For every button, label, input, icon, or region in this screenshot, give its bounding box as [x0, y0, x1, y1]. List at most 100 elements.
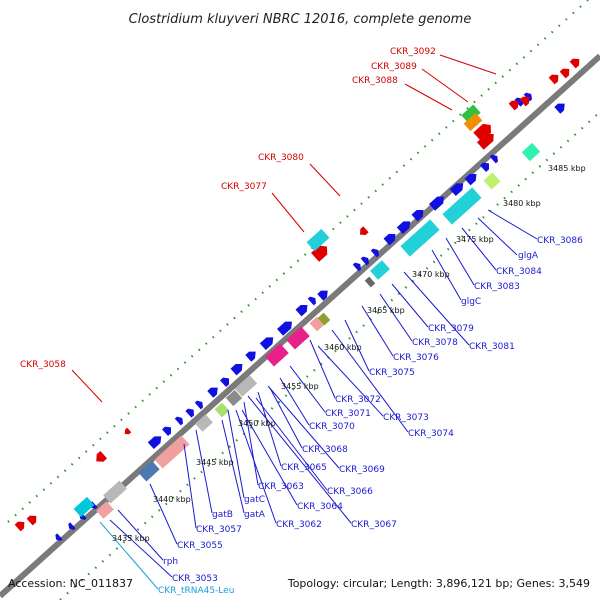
cds-forward[interactable] — [317, 287, 330, 301]
gene-label-ckr-3086[interactable]: CKR_3086 — [537, 236, 583, 246]
cds-forward[interactable] — [383, 231, 399, 246]
cds-forward[interactable] — [295, 302, 311, 317]
gene-label-ckr-3079[interactable]: CKR_3079 — [428, 324, 474, 334]
gene-label-ckr-3055[interactable]: CKR_3055 — [177, 541, 223, 551]
feature-block[interactable] — [234, 375, 258, 397]
gene-label-ckr-3075[interactable]: CKR_3075 — [369, 368, 415, 378]
gene-label-ckr-3070[interactable]: CKR_3070 — [309, 422, 355, 432]
cds-forward[interactable] — [429, 193, 447, 211]
feature-block[interactable] — [103, 480, 127, 504]
rrna-feature[interactable] — [569, 56, 583, 69]
rrna-feature[interactable] — [123, 427, 132, 436]
cds-reverse[interactable] — [53, 533, 63, 542]
feature-block[interactable] — [364, 276, 376, 288]
rrna-feature[interactable] — [14, 519, 28, 532]
gene-label-glgc[interactable]: glgC — [461, 297, 481, 307]
rrna-feature[interactable] — [93, 450, 108, 465]
rrna-feature[interactable] — [548, 72, 562, 85]
cds-forward[interactable] — [230, 361, 246, 376]
cds-forward[interactable] — [360, 255, 371, 266]
cds-forward[interactable] — [207, 384, 220, 398]
cds-forward[interactable] — [411, 207, 427, 222]
cds-forward[interactable] — [480, 160, 492, 173]
cds-reverse[interactable] — [66, 522, 76, 531]
feature-block[interactable] — [461, 104, 481, 124]
gene-label-ckr-3074[interactable]: CKR_3074 — [408, 429, 454, 439]
gene-label-ckr-3078[interactable]: CKR_3078 — [412, 338, 458, 348]
gene-label-ckr-3089[interactable]: CKR_3089 — [371, 62, 417, 72]
gene-label-ckr-3069[interactable]: CKR_3069 — [339, 465, 385, 475]
feature-block[interactable] — [286, 326, 310, 350]
rrna-feature[interactable] — [519, 94, 533, 107]
feature-block[interactable] — [400, 219, 440, 257]
gene-label-ckr-3063[interactable]: CKR_3063 — [258, 482, 304, 492]
rrna-feature[interactable] — [357, 226, 369, 237]
cds-forward[interactable] — [554, 100, 567, 114]
gene-label-gatc[interactable]: gatC — [244, 495, 265, 505]
gene-label-ckr-3092[interactable]: CKR_3092 — [390, 47, 436, 57]
cds-forward[interactable] — [194, 399, 205, 410]
feature-block[interactable] — [317, 312, 331, 326]
feature-block[interactable] — [154, 435, 190, 469]
rrna-feature[interactable] — [476, 130, 497, 150]
cds-forward[interactable] — [449, 180, 466, 197]
gene-label-ckr-trna45-leu[interactable]: CKR_tRNA45-Leu — [158, 586, 234, 596]
cds-forward[interactable] — [370, 247, 381, 258]
gene-label-rph[interactable]: rph — [163, 557, 178, 567]
gene-label-gatb[interactable]: gatB — [212, 510, 233, 520]
rrna-feature[interactable] — [26, 513, 40, 526]
gene-label-ckr-3073[interactable]: CKR_3073 — [383, 413, 429, 423]
leader-line — [117, 509, 164, 561]
gene-label-ckr-3080[interactable]: CKR_3080 — [258, 153, 304, 163]
gene-label-ckr-3067[interactable]: CKR_3067 — [351, 520, 397, 530]
gene-label-ckr-3077[interactable]: CKR_3077 — [221, 182, 267, 192]
feature-block[interactable] — [442, 187, 482, 225]
rrna-feature[interactable] — [473, 121, 494, 142]
feature-block[interactable] — [265, 343, 289, 367]
cds-forward[interactable] — [220, 375, 232, 388]
cds-forward[interactable] — [352, 261, 363, 272]
feature-block[interactable] — [96, 501, 114, 519]
cds-forward[interactable] — [162, 424, 174, 437]
rrna-feature[interactable] — [508, 98, 522, 111]
gene-label-ckr-3083[interactable]: CKR_3083 — [474, 282, 520, 292]
cds-forward[interactable] — [489, 153, 500, 164]
gene-label-ckr-3081[interactable]: CKR_3081 — [469, 342, 515, 352]
gene-label-ckr-3084[interactable]: CKR_3084 — [496, 267, 542, 277]
cds-forward[interactable] — [185, 406, 196, 418]
rrna-feature[interactable] — [559, 66, 573, 79]
feature-block[interactable] — [225, 389, 243, 407]
cds-forward[interactable] — [307, 295, 318, 306]
gene-label-glga[interactable]: glgA — [518, 251, 539, 261]
feature-block[interactable] — [483, 172, 501, 190]
gene-label-ckr-3065[interactable]: CKR_3065 — [281, 463, 327, 473]
feature-block[interactable] — [73, 496, 95, 518]
cds-forward[interactable] — [396, 218, 413, 235]
cds-forward[interactable] — [464, 171, 480, 186]
cds-forward[interactable] — [174, 415, 185, 426]
cds-forward[interactable] — [259, 334, 276, 351]
feature-block[interactable] — [309, 316, 325, 332]
gene-label-ckr-3072[interactable]: CKR_3072 — [335, 395, 381, 405]
gene-label-ckr-3058[interactable]: CKR_3058 — [20, 360, 66, 370]
feature-block[interactable] — [521, 142, 541, 162]
gene-label-ckr-3088[interactable]: CKR_3088 — [352, 76, 398, 86]
feature-block[interactable] — [138, 460, 160, 482]
feature-block[interactable] — [463, 112, 483, 132]
feature-block[interactable] — [370, 260, 390, 280]
feature-block[interactable] — [306, 228, 330, 252]
gene-label-ckr-3062[interactable]: CKR_3062 — [276, 520, 322, 530]
gene-label-ckr-3076[interactable]: CKR_3076 — [393, 353, 439, 363]
gene-label-gata[interactable]: gatA — [244, 510, 266, 520]
cds-forward[interactable] — [245, 348, 258, 362]
gene-label-ckr-3066[interactable]: CKR_3066 — [327, 487, 373, 497]
gene-label-ckr-3053[interactable]: CKR_3053 — [172, 574, 218, 584]
gene-label-ckr-3057[interactable]: CKR_3057 — [196, 525, 242, 535]
feature-block[interactable] — [195, 414, 213, 432]
gene-label-ckr-3068[interactable]: CKR_3068 — [302, 445, 348, 455]
gene-label-ckr-3064[interactable]: CKR_3064 — [297, 502, 343, 512]
gene-label-ckr-3071[interactable]: CKR_3071 — [325, 409, 371, 419]
cds-forward[interactable] — [277, 318, 295, 336]
cds-forward[interactable] — [147, 433, 164, 450]
feature-block[interactable] — [214, 402, 230, 418]
